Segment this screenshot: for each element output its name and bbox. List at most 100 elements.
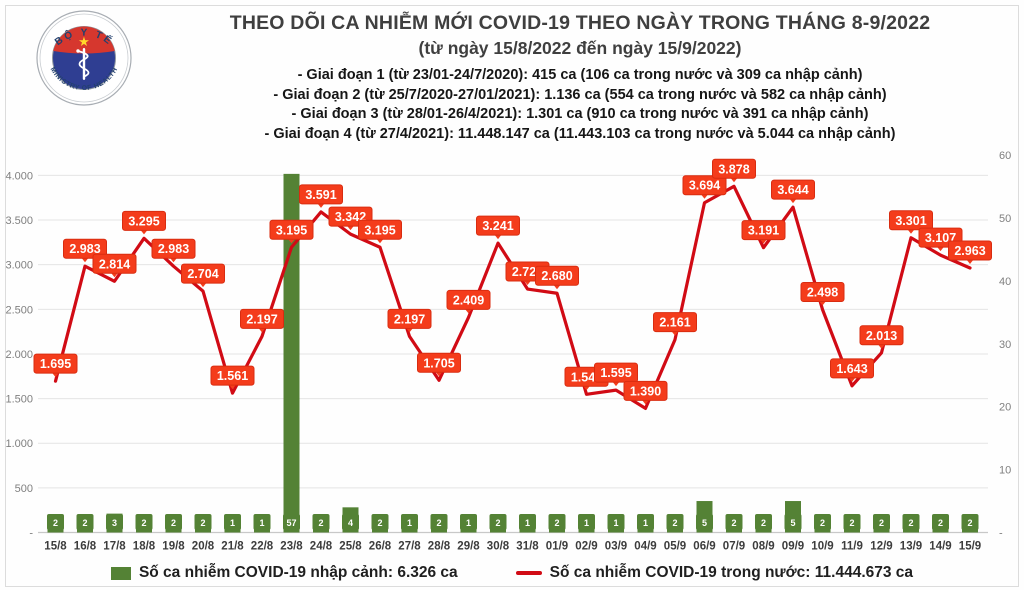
data-label: 3.644 [777, 183, 808, 197]
bar-value-label: 2 [200, 518, 205, 528]
asclepius-snake-icon [77, 50, 90, 78]
bar-value-label: 2 [495, 518, 500, 528]
bar-value-label-box [755, 514, 772, 530]
data-label: 3.191 [748, 224, 779, 238]
bar-value-label-box [224, 514, 241, 530]
bar-value-label: 2 [938, 518, 943, 528]
left-axis-tick: 2.000 [5, 349, 33, 361]
right-axis-tick: 10 [999, 465, 1011, 477]
x-axis-label: 21/8 [221, 541, 244, 553]
bar-value-label: 2 [908, 518, 913, 528]
asclepius-staff-icon [82, 48, 86, 80]
x-axis-label: 16/8 [74, 541, 97, 553]
data-label: 2.680 [541, 269, 572, 283]
bar-value-label: 2 [849, 518, 854, 528]
bar-value-label: 1 [584, 518, 589, 528]
data-label-box [299, 184, 343, 205]
x-axis-label: 31/8 [516, 541, 539, 553]
snake-head-icon [76, 49, 80, 53]
right-axis-tick: 50 [999, 213, 1011, 225]
data-label: 2.983 [69, 242, 100, 256]
bar-value-label-box [489, 514, 507, 530]
x-axis-label: 17/8 [103, 541, 126, 553]
bar-value-label-box [519, 514, 536, 530]
bar-value-label: 2 [53, 518, 58, 528]
bar-value-label: 2 [377, 518, 382, 528]
bar-value-label-box [961, 514, 979, 530]
bar-value-label-box [76, 514, 94, 530]
bar-value-label-box [312, 514, 330, 530]
bar-value-label: 2 [171, 518, 176, 528]
bar-value-label-box [637, 514, 654, 530]
bar-value-label: 57 [286, 518, 296, 528]
imported-cases-swatch [110, 566, 131, 580]
bar-value-label: 1 [259, 518, 264, 528]
bar-value-label-box [165, 514, 182, 530]
bar-value-label: 1 [407, 518, 412, 528]
bar-value-label: 2 [141, 518, 146, 528]
left-axis-tick: 3.500 [5, 215, 33, 227]
bar-value-label: 5 [790, 518, 795, 528]
data-label-box [889, 210, 933, 231]
bar-value-label: 2 [879, 518, 884, 528]
data-label-box [771, 179, 815, 200]
x-axis-label: 20/8 [192, 541, 215, 553]
data-label: 2.983 [158, 242, 189, 256]
data-label-box [181, 263, 225, 284]
data-label: 2.704 [187, 267, 218, 281]
phase-2-line: - Giai đoạn 2 (từ 25/7/2020-27/01/2021):… [273, 86, 887, 103]
bar-value-label-box [342, 514, 359, 530]
bar-value-label-box [666, 514, 684, 530]
bar-value-label-box [460, 514, 477, 530]
data-label-box [653, 312, 697, 333]
x-axis-label: 12/9 [870, 541, 892, 553]
bar-value-label: 2 [82, 518, 87, 528]
chart-legend: Số ca nhiễm COVID-19 nhập cảnh: 6.326 ca… [0, 560, 1024, 586]
right-axis-ticks: - 10 20 30 40 50 60 [999, 150, 1011, 540]
data-label-box [476, 215, 520, 236]
phase-1-line: - Giai đoạn 1 (từ 23/01-24/7/2020): 415 … [297, 67, 863, 83]
data-label-box [210, 365, 255, 386]
legend-domestic-label: Số ca nhiễm COVID-19 trong nước: 11.444.… [549, 564, 914, 581]
right-axis-tick: 30 [999, 339, 1011, 351]
right-axis-tick: 60 [999, 150, 1011, 162]
data-label-box [240, 308, 284, 329]
data-label: 1.695 [40, 357, 71, 371]
legend-imported-label: Số ca nhiễm COVID-19 nhập cảnh: 6.326 ca [138, 564, 458, 581]
data-label: 3.591 [305, 188, 336, 202]
line-data-labels: 1.6952.9832.8143.2952.9832.7041.5612.197… [33, 158, 992, 405]
x-axis-label: 28/8 [428, 541, 451, 553]
data-label: 2.814 [99, 257, 130, 271]
x-axis-label: 10/9 [811, 541, 833, 553]
x-axis-label: 09/9 [782, 541, 804, 553]
x-axis-label: 11/9 [841, 541, 863, 553]
x-axis-label: 27/8 [398, 541, 421, 553]
data-label-box [151, 238, 196, 259]
data-label-box [446, 289, 491, 310]
x-axis-label: 05/9 [664, 541, 686, 553]
right-axis-tick: 20 [999, 402, 1011, 414]
bar-value-label-box [401, 514, 418, 530]
data-label-box [830, 358, 874, 379]
bar-value-label-box [873, 514, 890, 530]
data-label: 1.595 [600, 366, 631, 380]
left-axis-tick: 500 [15, 483, 33, 495]
data-label: 3.241 [482, 219, 513, 233]
bar-value-label: 2 [436, 518, 441, 528]
data-label: 2.197 [394, 312, 425, 326]
bar-value-label-box [47, 514, 64, 530]
bar-value-label: 2 [761, 518, 766, 528]
data-label-box [92, 253, 137, 274]
bar-value-label: 1 [613, 518, 618, 528]
left-axis-tick: - [29, 528, 33, 540]
data-label-box [269, 219, 314, 240]
x-axis-label: 06/9 [693, 541, 715, 553]
bar-value-label-box [784, 514, 802, 530]
bar-value-label: 2 [820, 518, 825, 528]
page-title: THEO DÕI CA NHIỄM MỚI COVID-19 THEO NGÀY… [229, 12, 931, 34]
data-label-box [594, 362, 638, 383]
bar-value-label: 2 [554, 518, 559, 528]
data-label: 2.498 [807, 285, 838, 299]
bar-value-label-box [135, 514, 153, 530]
page-subtitle: (từ ngày 15/8/2022 đến ngày 15/9/2022) [418, 38, 742, 58]
